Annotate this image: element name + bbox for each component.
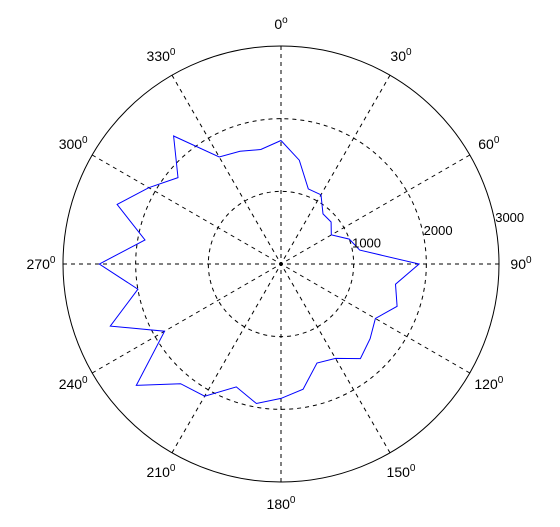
- angle-label-0: 0o: [274, 15, 288, 32]
- angle-label-240: 2400: [59, 375, 88, 392]
- angle-label-150: 1500: [387, 463, 416, 480]
- angle-label-180: 1800: [267, 495, 296, 512]
- angle-label-300: 3000: [59, 135, 88, 152]
- angle-label-210: 2100: [147, 463, 176, 480]
- tick-labels: 0o 300 600 900 1200 1500 1800 2100 2400 2700 3000 3…: [27, 15, 532, 512]
- angle-label-270: 2700: [27, 255, 56, 272]
- spoke-150: [171, 74, 391, 454]
- angle-label-330: 3300: [147, 47, 176, 64]
- polar-grid: [62, 45, 500, 483]
- r-tick-label-1000: 1000: [352, 235, 381, 250]
- angle-label-60: 600: [478, 135, 500, 152]
- angle-label-90: 900: [510, 255, 532, 272]
- r-tick-label-3000: 3000: [495, 210, 524, 225]
- angle-label-120: 1200: [474, 375, 503, 392]
- series-line-0: [98, 135, 421, 405]
- r-tick-label-2000: 2000: [424, 223, 453, 238]
- series-layer: [98, 135, 421, 405]
- angle-label-30: 300: [390, 47, 412, 64]
